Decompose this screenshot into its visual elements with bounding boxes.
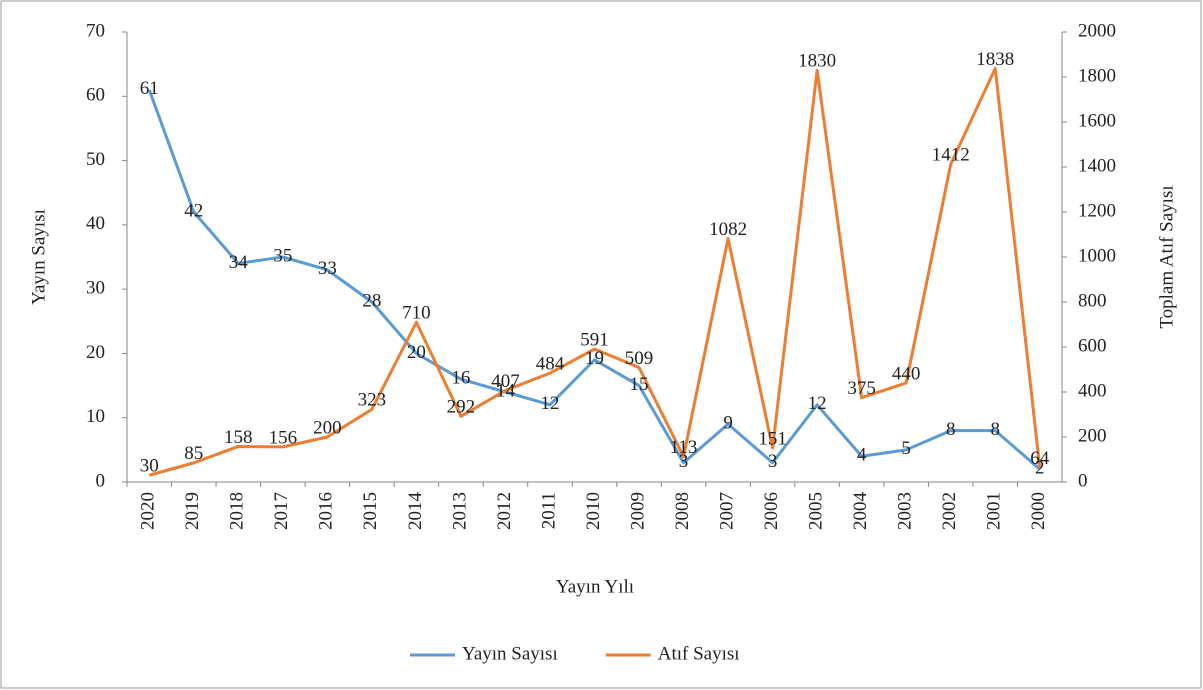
x-tick-label: 2019 <box>182 492 203 530</box>
data-label: 1830 <box>798 51 836 72</box>
data-label: 2 <box>1035 458 1045 479</box>
y2-tick-label: 200 <box>1078 425 1107 446</box>
x-tick-label: 2000 <box>1028 492 1049 530</box>
data-label: 12 <box>540 393 559 414</box>
data-label: 440 <box>892 363 921 384</box>
data-label: 200 <box>313 417 342 438</box>
y-tick-label: 50 <box>86 149 105 170</box>
data-label: 1412 <box>932 145 970 166</box>
data-label: 158 <box>224 427 253 448</box>
y2-tick-label: 1000 <box>1078 245 1116 266</box>
data-label: 14 <box>496 380 516 401</box>
x-tick-label: 2012 <box>494 492 515 530</box>
x-tick-label: 2003 <box>895 492 916 530</box>
data-label: 15 <box>630 374 649 395</box>
x-tick-label: 2002 <box>939 492 960 530</box>
data-label: 3 <box>768 451 778 472</box>
x-tick-label: 2007 <box>716 492 737 530</box>
data-label: 33 <box>318 258 337 279</box>
x-tick-label: 2001 <box>984 492 1005 530</box>
data-label: 1838 <box>976 49 1014 70</box>
x-axis-title: Yayın Yılı <box>556 576 634 597</box>
x-tick-label: 2006 <box>761 492 782 530</box>
data-label: 375 <box>847 378 876 399</box>
x-tick-label: 2005 <box>805 492 826 530</box>
data-label: 42 <box>184 200 203 221</box>
data-label: 34 <box>229 252 249 273</box>
data-label: 64 <box>1030 448 1050 469</box>
data-label: 509 <box>625 348 654 369</box>
x-tick-label: 2008 <box>672 492 693 530</box>
x-tick-label: 2013 <box>449 492 470 530</box>
y2-tick-label: 1200 <box>1078 200 1116 221</box>
x-tick-label: 2017 <box>271 492 292 530</box>
x-tick-label: 2016 <box>316 492 337 530</box>
data-label: 113 <box>670 437 698 458</box>
x-tick-label: 2010 <box>583 492 604 530</box>
series-line <box>147 89 1041 471</box>
data-label: 35 <box>273 245 292 266</box>
data-label: 323 <box>358 390 387 411</box>
data-label: 12 <box>808 393 827 414</box>
x-tick-label: 2009 <box>627 492 648 530</box>
x-tick-label: 2020 <box>138 492 159 530</box>
data-label: 407 <box>491 371 520 392</box>
y2-tick-label: 1400 <box>1078 155 1116 176</box>
data-label: 30 <box>140 456 159 477</box>
y2-tick-label: 800 <box>1078 290 1107 311</box>
y-tick-label: 20 <box>86 342 105 363</box>
data-label: 16 <box>451 368 470 389</box>
data-label: 85 <box>184 443 203 464</box>
y2-tick-label: 1800 <box>1078 65 1116 86</box>
x-tick-label: 2004 <box>850 492 871 531</box>
data-label: 61 <box>140 78 159 99</box>
data-label: 151 <box>758 428 787 449</box>
data-label: 710 <box>402 303 431 324</box>
data-label: 28 <box>362 290 381 311</box>
y-tick-label: 40 <box>86 213 105 234</box>
y-tick-label: 60 <box>86 85 105 106</box>
y2-axis-title: Toplam Atıf Sayısı <box>1156 185 1177 328</box>
data-label: 8 <box>946 419 956 440</box>
data-label: 20 <box>407 342 426 363</box>
data-label: 19 <box>585 348 604 369</box>
x-tick-label: 2018 <box>227 492 248 530</box>
y-tick-label: 70 <box>86 20 105 41</box>
y-tick-label: 10 <box>86 406 105 427</box>
data-label: 5 <box>901 438 911 459</box>
data-label: 591 <box>580 329 609 350</box>
y2-tick-label: 600 <box>1078 335 1107 356</box>
data-label: 292 <box>447 397 476 418</box>
x-tick-label: 2014 <box>405 492 426 531</box>
y2-tick-label: 0 <box>1078 470 1088 491</box>
series-line <box>148 66 1042 477</box>
data-label: 4 <box>857 445 867 466</box>
y-axis-title: Yayın Sayısı <box>28 209 49 305</box>
y2-tick-label: 2000 <box>1078 20 1116 41</box>
legend-label: Yayın Sayısı <box>462 643 558 664</box>
y-tick-label: 30 <box>86 278 105 299</box>
x-tick-label: 2015 <box>360 492 381 530</box>
data-label: 9 <box>723 413 733 434</box>
data-label: 1082 <box>709 219 747 240</box>
data-label: 484 <box>536 353 565 374</box>
y2-tick-label: 400 <box>1078 380 1107 401</box>
y-tick-label: 0 <box>96 470 106 491</box>
legend-label: Atıf Sayısı <box>658 643 740 664</box>
data-label: 8 <box>990 419 1000 440</box>
data-label: 156 <box>269 427 298 448</box>
x-tick-label: 2011 <box>538 492 559 529</box>
y2-tick-label: 1600 <box>1078 110 1116 131</box>
data-label: 3 <box>679 451 689 472</box>
